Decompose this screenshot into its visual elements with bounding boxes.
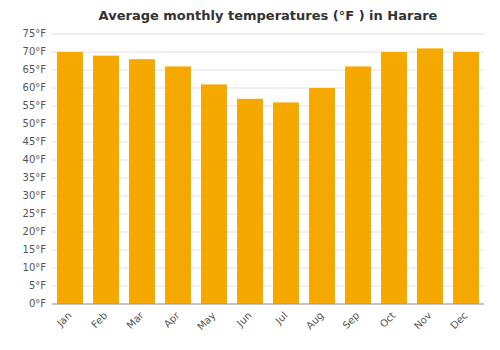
chart-container: Average monthly temperatures (°F ) in Ha… xyxy=(0,0,500,350)
bar xyxy=(93,56,119,304)
bar xyxy=(165,66,191,304)
x-tick-label: Aug xyxy=(304,310,326,332)
y-tick-label: 55°F xyxy=(23,100,47,111)
grid-line xyxy=(52,34,484,35)
title: Average monthly temperatures (°F ) in Ha… xyxy=(99,8,438,23)
bars xyxy=(57,48,479,304)
y-tick-label: 40°F xyxy=(23,154,47,165)
x-tick-label: Oct xyxy=(378,310,398,330)
y-tick-label: 5°F xyxy=(29,280,46,291)
y-tick-label: 50°F xyxy=(23,118,47,129)
x-tick-label: Mar xyxy=(124,309,146,331)
x-tick-label: Sep xyxy=(340,310,361,331)
x-axis-line xyxy=(52,304,484,305)
bar xyxy=(201,84,227,304)
bar xyxy=(237,99,263,304)
y-tick-label: 25°F xyxy=(23,208,47,219)
y-tick-label: 70°F xyxy=(23,46,47,57)
chart: Average monthly temperatures (°F ) in Ha… xyxy=(0,0,500,350)
bar xyxy=(273,102,299,304)
bar xyxy=(453,52,479,304)
y-tick-label: 75°F xyxy=(23,28,47,39)
bar xyxy=(417,48,443,304)
x-tick-label: Apr xyxy=(162,309,183,330)
bar xyxy=(129,59,155,304)
y-tick-label: 10°F xyxy=(23,262,47,273)
y-tick-label: 45°F xyxy=(23,136,47,147)
y-tick-label: 20°F xyxy=(23,226,47,237)
y-tick-label: 0°F xyxy=(29,298,46,309)
bar xyxy=(309,88,335,304)
y-tick-label: 60°F xyxy=(23,82,47,93)
bar xyxy=(345,66,371,304)
y-tick-label: 65°F xyxy=(23,64,47,75)
x-tick-label: Jul xyxy=(273,310,290,327)
x-tick-label: Jun xyxy=(234,310,254,330)
y-axis: 0°F 5°F 10°F 15°F 20°F 25°F 30°F 35°F 40°F 45°F 50… xyxy=(23,28,484,309)
x-tick-label: Dec xyxy=(448,310,469,331)
y-tick-label: 30°F xyxy=(23,190,47,201)
x-tick-label: May xyxy=(195,310,217,332)
x-tick-label: Feb xyxy=(89,310,109,330)
bar xyxy=(57,52,83,304)
y-tick-label: 15°F xyxy=(23,244,47,255)
bar xyxy=(381,52,407,304)
grid-line xyxy=(52,304,484,305)
x-tick-label: Jan xyxy=(54,310,73,329)
y-tick-label: 35°F xyxy=(23,172,47,183)
x-axis: Jan Feb Mar Apr May Jun Jul Aug Sep Oct Nov Dec xyxy=(54,309,469,332)
x-tick-label: Nov xyxy=(412,310,434,332)
